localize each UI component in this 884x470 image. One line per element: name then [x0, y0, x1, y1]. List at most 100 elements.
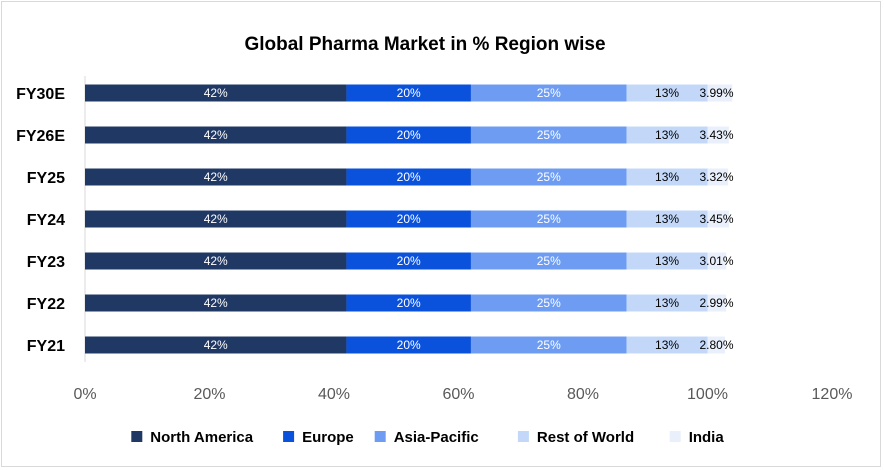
legend-label: Rest of World: [537, 429, 634, 446]
data-label: 3.01%: [700, 254, 734, 268]
legend-swatch: [669, 431, 681, 442]
data-label: 13%: [655, 338, 679, 352]
legend-label: Europe: [302, 429, 354, 446]
data-label: 42%: [204, 212, 228, 226]
bar-segment: [707, 252, 727, 270]
data-label: 42%: [204, 338, 228, 352]
data-label: 42%: [204, 254, 228, 268]
bar-segment: [626, 336, 708, 354]
data-label: 25%: [537, 296, 561, 310]
category-label: FY30E: [16, 86, 65, 103]
data-label: 20%: [397, 254, 421, 268]
legend-label: Asia-Pacific: [394, 429, 479, 446]
data-label: 20%: [397, 86, 421, 100]
bar-segment: [470, 168, 627, 186]
data-label: 13%: [655, 86, 679, 100]
x-tick-label: 100%: [687, 386, 728, 403]
data-label: 3.32%: [700, 170, 734, 184]
data-label: 13%: [655, 296, 679, 310]
bar-segment: [470, 252, 627, 270]
data-label: 3.45%: [700, 212, 734, 226]
data-label: 3.43%: [700, 128, 734, 142]
bar-segment: [707, 126, 729, 144]
data-label: 42%: [204, 296, 228, 310]
category-labels: FY30E FY26E FY25 FY24 FY23 FY22 FY21: [16, 86, 65, 355]
legend-swatch: [374, 431, 386, 442]
bar-segment: [346, 294, 471, 312]
legend-label: India: [689, 429, 725, 446]
x-tick-label: 80%: [567, 386, 599, 403]
data-label: 13%: [655, 170, 679, 184]
data-label: 20%: [397, 170, 421, 184]
bar-segment: [346, 252, 471, 270]
bar-segment: [346, 126, 471, 144]
category-label: FY21: [27, 338, 65, 355]
legend-swatch: [517, 431, 529, 442]
legend: North America Europe Asia-Pacific Rest of W…: [131, 429, 724, 446]
bar-segment: [626, 84, 708, 102]
bar-segment: [85, 126, 347, 144]
bar-segment: [470, 84, 627, 102]
bar-segment: [626, 294, 708, 312]
chart-title: Global Pharma Market in % Region wise: [244, 34, 605, 55]
bar-segment: [470, 336, 627, 354]
legend-swatch: [131, 431, 143, 442]
bar-segment: [346, 84, 471, 102]
data-label: 25%: [537, 128, 561, 142]
data-label: 2.80%: [700, 338, 734, 352]
data-label: 25%: [537, 170, 561, 184]
data-label: 25%: [537, 212, 561, 226]
bar-segment: [85, 168, 347, 186]
bar-segment: [626, 210, 708, 228]
category-label: FY24: [27, 212, 65, 229]
x-tick-label: 40%: [318, 386, 350, 403]
bar-segment: [85, 84, 347, 102]
bar-segment: [626, 126, 708, 144]
legend-label: North America: [150, 429, 253, 446]
data-label: 42%: [204, 128, 228, 142]
data-label: 20%: [397, 128, 421, 142]
data-label: 3.99%: [700, 86, 734, 100]
bar-segment: [707, 336, 725, 354]
bar-segment: [85, 210, 347, 228]
category-label: FY25: [27, 170, 65, 187]
bar-segment: [470, 126, 627, 144]
data-label: 25%: [537, 338, 561, 352]
x-tick-label: 0%: [73, 386, 96, 403]
data-label: 13%: [655, 128, 679, 142]
data-label: 13%: [655, 212, 679, 226]
data-label: 25%: [537, 86, 561, 100]
data-label: 20%: [397, 296, 421, 310]
x-tick-label: 60%: [442, 386, 474, 403]
x-axis-tick-labels: 0% 20% 40% 60% 80% 100% 120%: [73, 386, 852, 403]
data-label: 20%: [397, 338, 421, 352]
bar-segment: [346, 210, 471, 228]
bar-segment: [707, 168, 729, 186]
bar-segment: [470, 210, 627, 228]
bar-segment: [346, 168, 471, 186]
data-label: 2.99%: [700, 296, 734, 310]
data-label: 13%: [655, 254, 679, 268]
data-label: 25%: [537, 254, 561, 268]
bar-segment: [470, 294, 627, 312]
bar-segment: [626, 252, 708, 270]
category-label: FY23: [27, 254, 65, 271]
bar-segment: [707, 294, 727, 312]
x-tick-label: 120%: [812, 386, 853, 403]
bar-segment: [626, 168, 708, 186]
category-label: FY26E: [16, 128, 65, 145]
bar-segment: [707, 210, 729, 228]
x-tick-label: 20%: [193, 386, 225, 403]
category-label: FY22: [27, 296, 65, 313]
bar-segment: [85, 336, 347, 354]
bars-group: 42% 20% 25% 13% 3.99% 42% 20% 25% 13% 3.43% 42% 20%…: [84, 76, 734, 362]
data-label: 20%: [397, 212, 421, 226]
data-label: 42%: [204, 86, 228, 100]
legend-swatch: [283, 431, 295, 442]
bar-segment: [85, 294, 347, 312]
data-label: 42%: [204, 170, 228, 184]
bar-segment: [85, 252, 347, 270]
bar-segment: [707, 84, 733, 102]
